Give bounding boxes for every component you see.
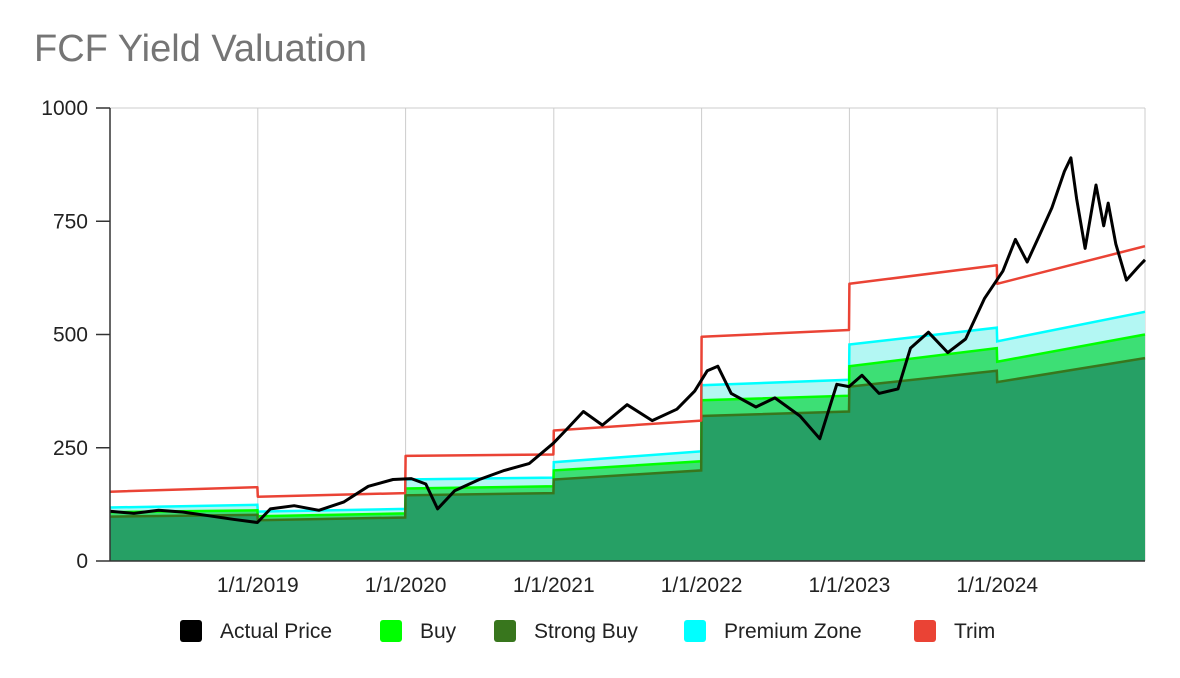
- line-layer: [109, 156, 1147, 524]
- y-tick-label: 500: [53, 324, 88, 347]
- legend-item: Trim: [914, 620, 995, 643]
- y-tick-label: 0: [76, 550, 88, 573]
- legend-item: Strong Buy: [494, 620, 638, 643]
- legend-label: Trim: [954, 620, 995, 643]
- legend-label: Premium Zone: [724, 620, 862, 643]
- legend-swatch: [684, 620, 706, 642]
- x-tick-label: 1/1/2019: [217, 574, 299, 597]
- legend-label: Actual Price: [220, 620, 332, 643]
- legend-swatch: [180, 620, 202, 642]
- legend-label: Buy: [420, 620, 457, 643]
- axis-layer: 1/1/2019 1/1/2020 1/1/2021 1/1/2022 1/1/2023…: [41, 97, 1145, 597]
- line-strong-buy: [109, 356, 1146, 522]
- legend-swatch: [494, 620, 516, 642]
- x-tick-label: 1/1/2024: [956, 574, 1038, 597]
- line-premium-zone: [109, 310, 1146, 513]
- legend: Actual Price Buy Strong Buy Premium Zone Tri…: [180, 620, 995, 643]
- y-tick-label: 250: [53, 437, 88, 460]
- line-buy: [109, 333, 1146, 518]
- legend-label: Strong Buy: [534, 620, 638, 643]
- legend-item: Buy: [380, 620, 457, 643]
- legend-item: Actual Price: [180, 620, 332, 643]
- chart-title: FCF Yield Valuation: [34, 28, 368, 70]
- y-tick-label: 750: [53, 210, 88, 233]
- area-strong-buy: [110, 358, 1145, 561]
- y-tick-label: 1000: [41, 97, 88, 120]
- legend-swatch: [914, 620, 936, 642]
- x-tick-label: 1/1/2022: [661, 574, 743, 597]
- line-actual-price: [109, 156, 1147, 524]
- legend-swatch: [380, 620, 402, 642]
- x-tick-label: 1/1/2020: [365, 574, 447, 597]
- x-tick-label: 1/1/2023: [809, 574, 891, 597]
- line-trim: [109, 244, 1146, 498]
- x-tick-label: 1/1/2021: [513, 574, 595, 597]
- legend-item: Premium Zone: [684, 620, 862, 643]
